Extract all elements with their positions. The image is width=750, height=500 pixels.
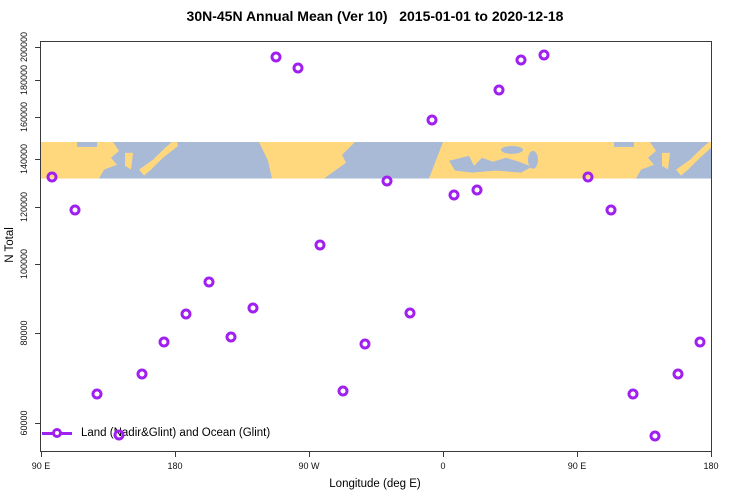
plot-area: Land (Nadir&Glint) and Ocean (Glint) 90 … — [19, 32, 719, 471]
data-point[interactable] — [180, 308, 192, 320]
chart-title: 30N-45N Annual Mean (Ver 10) 2015-01-01 … — [186, 8, 564, 24]
map-land-japan-repeat — [676, 142, 711, 176]
data-point[interactable] — [426, 114, 438, 126]
data-point[interactable] — [605, 204, 616, 216]
data-point[interactable] — [225, 331, 237, 343]
y-axis-tick-label: 80000 — [19, 320, 29, 346]
data-point[interactable] — [582, 171, 594, 183]
x-axis-title: Longitude (deg E) — [329, 478, 421, 490]
y-axis-tick-label: 200000 — [19, 32, 29, 63]
data-point[interactable] — [270, 51, 281, 63]
data-point[interactable] — [471, 184, 482, 196]
world-map-band — [41, 142, 711, 179]
data-point[interactable] — [69, 204, 80, 216]
map-land-korea-repeat — [662, 152, 670, 170]
y-axis-tick — [35, 80, 41, 82]
data-point[interactable] — [649, 430, 661, 442]
legend: Land (Nadir&Glint) and Ocean (Glint) — [42, 427, 270, 439]
data-point[interactable] — [337, 385, 348, 397]
x-axis-tick — [711, 452, 712, 457]
map-sea-mediterranean — [449, 155, 532, 173]
map-land-asia — [41, 142, 119, 179]
y-axis-tick — [35, 333, 41, 335]
x-axis-tick-label: 90 E — [31, 461, 51, 471]
data-point[interactable] — [672, 368, 683, 380]
data-point[interactable] — [203, 276, 214, 288]
data-point[interactable] — [136, 368, 147, 380]
data-point[interactable] — [404, 307, 415, 319]
x-axis-tick — [443, 452, 444, 457]
y-axis-tick-label: 140000 — [19, 143, 29, 174]
x-axis-tick — [309, 452, 310, 457]
x-axis-tick-label: 180 — [167, 461, 183, 471]
data-point[interactable] — [359, 338, 371, 350]
x-axis-tick-label: 90 E — [567, 461, 587, 471]
y-axis-title: N Total — [4, 227, 16, 263]
x-axis-tick — [41, 452, 42, 457]
map-lake-asia-repeat — [614, 142, 634, 147]
y-axis-tick-label: 160000 — [19, 101, 29, 132]
data-point[interactable] — [46, 171, 58, 183]
data-point[interactable] — [448, 189, 460, 201]
map-land-korea — [125, 152, 133, 170]
data-point[interactable] — [694, 336, 706, 348]
data-point[interactable] — [91, 388, 103, 400]
y-axis-tick — [35, 263, 41, 265]
data-point[interactable] — [158, 336, 170, 348]
legend-circle-icon — [52, 428, 62, 438]
y-axis-tick — [35, 116, 41, 118]
legend-marker — [42, 427, 72, 439]
y-axis-tick-label: 180000 — [19, 64, 29, 96]
data-point[interactable] — [113, 429, 125, 441]
data-point[interactable] — [292, 62, 304, 74]
y-axis-tick — [35, 206, 41, 208]
data-point[interactable] — [247, 302, 259, 314]
y-axis-tick — [35, 423, 41, 425]
map-land-north-america — [259, 142, 355, 179]
data-point[interactable] — [493, 84, 505, 96]
x-axis-tick-label: 0 — [440, 461, 446, 471]
legend-label: Land (Nadir&Glint) and Ocean (Glint) — [81, 427, 271, 439]
x-axis-tick — [175, 452, 176, 457]
y-axis-tick-label: 60000 — [19, 410, 29, 436]
x-axis-tick-label: 180 — [703, 461, 719, 471]
y-axis-tick-label: 120000 — [19, 191, 29, 222]
map-sea-caspian — [528, 150, 538, 169]
y-axis-tick-label: 100000 — [19, 248, 29, 279]
y-axis-tick — [35, 47, 41, 49]
x-axis-tick — [577, 452, 578, 457]
data-point[interactable] — [515, 54, 527, 66]
data-point[interactable] — [314, 239, 326, 251]
y-axis-tick — [35, 158, 41, 160]
x-axis-tick-label: 90 W — [298, 461, 320, 471]
data-point[interactable] — [538, 49, 549, 61]
map-lake-asia — [77, 142, 97, 147]
data-point[interactable] — [381, 175, 393, 187]
map-sea-black — [501, 145, 523, 154]
map-land-japan — [139, 142, 178, 176]
data-point[interactable] — [627, 388, 639, 400]
